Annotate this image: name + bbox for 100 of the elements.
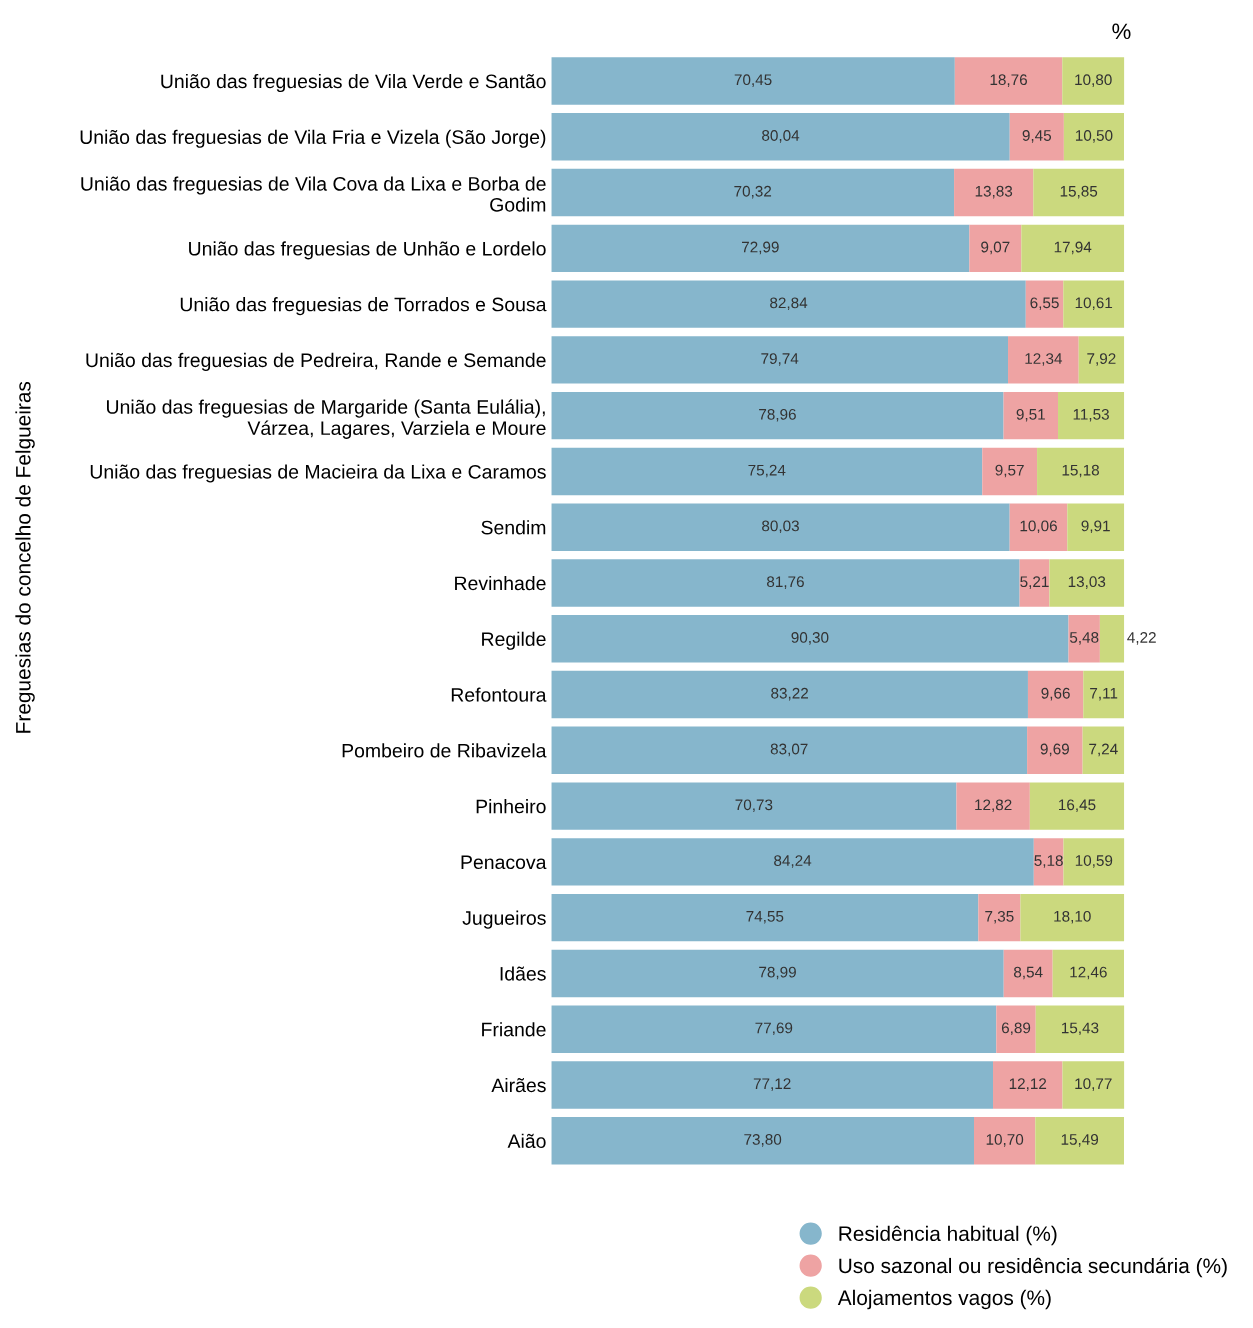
data-label: 7,24 [1089,743,1118,757]
bar [551,224,970,273]
y-tick-label: Pombeiro de Ribavizela [342,743,547,758]
bar [993,1061,1063,1109]
data-label: 13,83 [975,185,1013,199]
data-label: 9,51 [1016,408,1045,422]
bar [1063,838,1125,886]
data-label: 7,92 [1087,353,1116,366]
y-tick-label: Regilde [482,631,546,650]
data-label: 9,45 [1022,130,1052,143]
data-label: 75,24 [748,464,786,478]
data-label: 12,82 [975,799,1012,812]
bar [956,782,1030,830]
legend-label: Alojamentos vagos (%) [837,1289,1051,1310]
data-label: 10,80 [1075,74,1112,87]
bar [551,615,1069,663]
bar [1037,447,1125,496]
data-label: 80,03 [762,520,799,534]
bar [1021,224,1125,273]
y-tick-label: União das freguesias de Vila Verde e Santão [161,73,546,93]
data-label: 6,55 [1030,297,1059,311]
data-label: 16,45 [1059,799,1096,812]
bar [551,336,1009,384]
y-tick-label: Pinheiro [476,799,546,814]
data-label: 9,66 [1041,687,1070,701]
bar [1033,168,1125,217]
bar [1025,280,1064,328]
data-label: 9,91 [1081,520,1110,534]
data-label: 12,46 [1070,966,1107,980]
data-label: 70,45 [734,74,772,87]
bar [1029,782,1125,830]
data-label: 5,48 [1069,632,1099,645]
data-label: 77,12 [753,1078,791,1091]
bar [1083,670,1125,719]
y-axis-title: Freguesias do concelho de Felgueiras [15,381,35,733]
data-label: 10,59 [1075,855,1113,868]
bar [551,57,955,105]
bar [1062,1061,1125,1109]
bar [551,1117,974,1165]
bar [1009,113,1064,161]
y-tick-label: Aião [507,1133,546,1148]
y-tick-label: Penacova [461,855,547,870]
y-tick-label: União das freguesias de Macieira da Lixa e Caramos [90,464,546,483]
bar [1020,893,1125,942]
bar [1068,615,1100,663]
data-label: 90,30 [791,632,829,645]
bar [969,224,1022,273]
data-label: 84,24 [774,855,812,868]
data-label: 10,77 [1075,1078,1112,1091]
y-tick-label: União das freguesias de Margaride (Santa Eulália), Várzea, Lagares, Varziela e Moure [107,399,546,439]
bar [1003,949,1053,998]
bar [1035,1005,1125,1053]
y-tick-label: União das freguesias de Unhão e Lordelo [189,241,546,260]
bar [551,670,1028,719]
data-label: 15,49 [1061,1134,1099,1147]
data-label: 73,80 [744,1134,782,1147]
bar [551,391,1004,440]
data-label: 11,53 [1073,408,1109,422]
bar [1067,503,1125,551]
bar [551,113,1010,161]
y-tick-label: Refontoura [451,687,547,702]
bar [982,447,1038,496]
bar [1063,113,1125,161]
data-label: 18,76 [990,74,1027,87]
bar [1035,1117,1125,1165]
data-label: 15,18 [1062,464,1099,478]
data-label: 78,99 [759,966,796,980]
y-tick-label: Airães [491,1077,546,1093]
data-label: 9,69 [1040,743,1069,757]
data-label: 83,22 [771,687,808,701]
bar [1099,615,1125,663]
data-label: 8,54 [1013,966,1043,980]
data-label: 9,57 [995,464,1024,478]
data-label: 70,32 [734,185,772,199]
y-tick-label: União das freguesias de Torrados e Sousa [180,297,547,316]
bar [1082,726,1125,775]
data-label: 74,55 [746,911,784,924]
data-label: 9,07 [981,241,1010,255]
bar [1058,391,1125,440]
bar [551,838,1034,886]
data-label: 70,73 [735,799,773,812]
bar [551,503,1010,551]
data-label: 10,50 [1075,130,1113,143]
bar [551,893,979,942]
bar [551,280,1026,328]
legend-label: Uso sazonal ou residência secundária (%) [839,1257,1227,1278]
data-label: 77,69 [755,1022,793,1036]
bar [551,782,957,830]
bar [1027,726,1083,775]
data-label: 5,18 [1034,855,1063,868]
data-label: 5,21 [1020,576,1049,589]
data-label: 7,11 [1090,687,1118,701]
y-tick-label: União das freguesias de Pedreira, Rande e Semande [86,352,546,371]
data-label: 12,34 [1025,353,1063,366]
text: % [1112,23,1131,40]
data-label: 78,96 [759,408,796,422]
bar [1027,670,1084,719]
bar [996,1005,1036,1053]
data-label: 13,03 [1068,576,1106,589]
bar [954,168,1034,217]
